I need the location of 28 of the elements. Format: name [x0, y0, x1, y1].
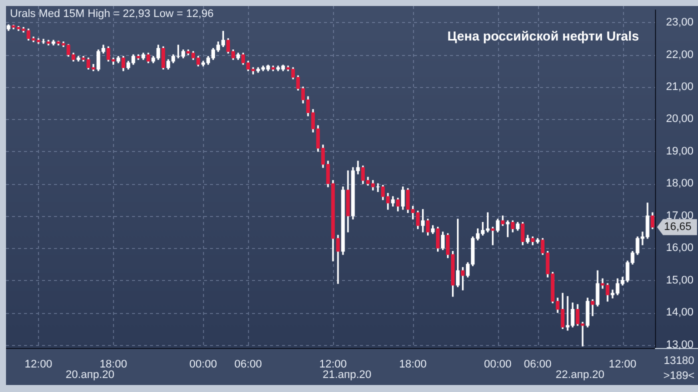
text: 22.апр.20 [556, 369, 604, 382]
x-tick-label: 18:00 [100, 358, 128, 371]
text: >189< [663, 370, 695, 382]
text: 13180 [664, 355, 694, 368]
y-tick-label: 20,00 [666, 113, 694, 126]
y-tick-label: 18,00 [666, 178, 694, 190]
x-tick-label: 12:00 [24, 358, 52, 371]
y-tick-label: 17,00 [666, 210, 694, 222]
x-tick-label: 00:00 [484, 358, 512, 371]
y-tick-label: 21,00 [666, 80, 694, 93]
y-tick-label: 23,00 [666, 16, 694, 29]
y-tick-label: 16,00 [666, 242, 694, 254]
annotation: 16,65 [664, 221, 692, 234]
x-tick-label: 06:00 [234, 358, 262, 371]
annotation: Urals Med 15M High = 22,93 Low = 12,96 [10, 8, 214, 20]
x-tick-label: 00:00 [189, 358, 217, 371]
x-tick-label: 18:00 [399, 358, 427, 371]
text: 21.апр.20 [322, 369, 372, 382]
y-tick-label: 19,00 [666, 145, 694, 158]
y-tick-label: 14,00 [666, 306, 694, 319]
x-tick-label: 12:00 [608, 358, 636, 371]
x-tick-label: 06:00 [524, 358, 552, 371]
x-tick-label: 12:00 [319, 358, 347, 371]
text: 20.апр.20 [66, 369, 114, 382]
y-tick-label: 15,00 [666, 274, 694, 286]
y-tick-label: 22,00 [666, 48, 694, 61]
text: Цена российской нефти Urals [447, 28, 639, 44]
y-tick-label: 13,00 [666, 338, 694, 351]
